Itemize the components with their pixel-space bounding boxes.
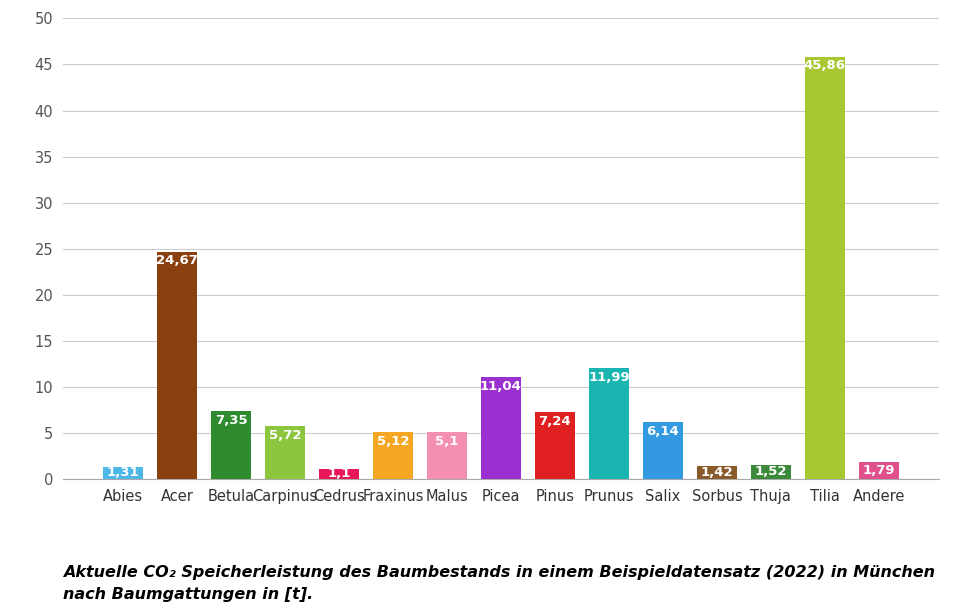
Bar	[643, 422, 683, 479]
Text: 5,72: 5,72	[269, 429, 301, 442]
Text: 11,99: 11,99	[589, 371, 630, 384]
Bar	[750, 465, 791, 479]
Text: 7,24: 7,24	[538, 415, 571, 428]
Bar	[211, 411, 252, 479]
Bar	[318, 469, 359, 479]
Text: 1,31: 1,31	[106, 467, 139, 480]
Bar	[697, 466, 738, 479]
Bar	[157, 252, 197, 479]
Text: 6,14: 6,14	[647, 425, 680, 438]
Bar	[264, 426, 305, 479]
Text: 1,42: 1,42	[701, 466, 733, 479]
Bar	[534, 412, 575, 479]
Text: 24,67: 24,67	[156, 254, 197, 268]
Bar	[859, 462, 899, 479]
Text: 5,12: 5,12	[377, 435, 409, 448]
Bar	[427, 432, 468, 479]
Text: 11,04: 11,04	[480, 380, 522, 393]
Bar	[373, 432, 413, 479]
Text: 1,1: 1,1	[327, 467, 350, 480]
Text: 45,86: 45,86	[803, 60, 846, 72]
Bar	[481, 377, 521, 479]
Text: 7,35: 7,35	[215, 414, 247, 427]
Text: 1,52: 1,52	[755, 465, 787, 478]
Bar	[804, 56, 845, 479]
Text: Aktuelle CO₂ Speicherleistung des Baumbestands in einem Beispieldatensatz (2022): Aktuelle CO₂ Speicherleistung des Baumbe…	[63, 564, 935, 602]
Bar	[589, 368, 629, 479]
Text: 1,79: 1,79	[862, 464, 895, 477]
Bar	[103, 467, 143, 479]
Text: 5,1: 5,1	[436, 435, 459, 448]
